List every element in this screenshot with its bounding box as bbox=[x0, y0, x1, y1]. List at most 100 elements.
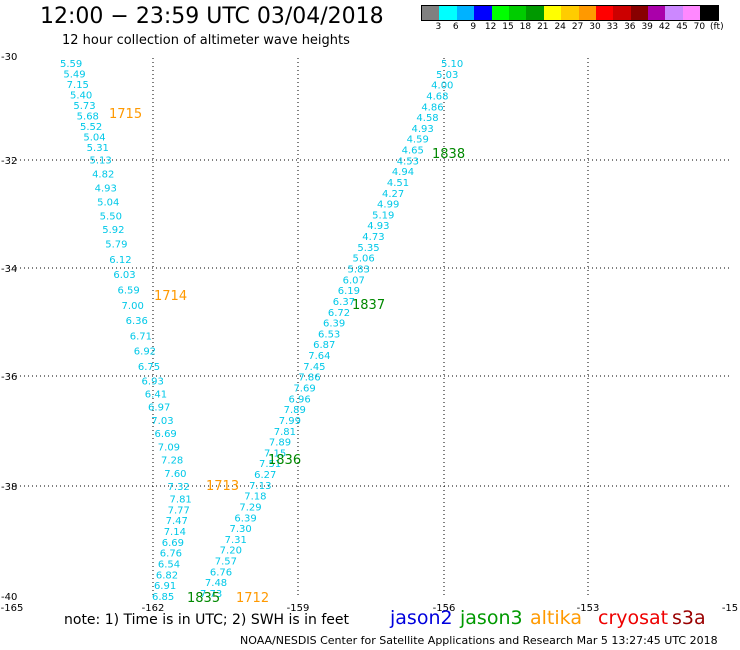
legend-swatch bbox=[613, 6, 631, 20]
legend-label: 15 bbox=[502, 22, 514, 32]
swh-value: 4.00 bbox=[431, 81, 453, 92]
swh-value: 6.36 bbox=[126, 316, 148, 327]
swh-value: 5.04 bbox=[97, 197, 119, 208]
pass-time-label: 1836 bbox=[268, 453, 301, 468]
legend-swatch bbox=[422, 6, 440, 20]
x-tick-label: -15 bbox=[722, 603, 738, 614]
y-tick-label: -32 bbox=[1, 156, 17, 167]
swh-value: 4.59 bbox=[407, 135, 429, 146]
swh-value: 4.93 bbox=[95, 183, 117, 194]
swh-value: 6.39 bbox=[323, 319, 345, 330]
legend-label: (ft) bbox=[710, 22, 724, 32]
map-title: 12:00 − 23:59 UTC 03/04/2018 bbox=[40, 4, 384, 29]
swh-value: 5.13 bbox=[90, 155, 112, 166]
swh-value: 5.52 bbox=[80, 122, 102, 133]
swh-value: 5.68 bbox=[77, 111, 99, 122]
swh-value: 6.82 bbox=[156, 570, 178, 581]
swh-value: 5.79 bbox=[105, 240, 127, 251]
legend-label: 30 bbox=[589, 22, 601, 32]
swh-value: 6.76 bbox=[160, 549, 182, 560]
swh-value: 7.29 bbox=[239, 502, 261, 513]
swh-value: 6.27 bbox=[254, 470, 276, 481]
swh-value: 6.69 bbox=[155, 429, 177, 440]
swh-value: 7.77 bbox=[168, 505, 190, 516]
swh-value: 5.83 bbox=[348, 265, 370, 276]
pass-time-labels: 1715 1714 1713 1712 1838 1837 1836 1835 bbox=[109, 107, 465, 606]
legend-label: 42 bbox=[658, 22, 671, 32]
swh-value: 6.19 bbox=[338, 286, 360, 297]
y-tick-label: -36 bbox=[1, 372, 17, 383]
y-tick-label: -38 bbox=[1, 482, 17, 493]
swh-value: 5.40 bbox=[70, 90, 92, 101]
swh-value: 7.57 bbox=[215, 557, 237, 568]
swh-value: 7.20 bbox=[220, 546, 242, 557]
legend-label: 21 bbox=[537, 22, 549, 32]
swh-value: 6.59 bbox=[117, 286, 139, 297]
satellite-name: s3a bbox=[672, 607, 706, 629]
map-subtitle: 12 hour collection of altimeter wave hei… bbox=[62, 33, 350, 48]
legend-label: 45 bbox=[676, 22, 688, 32]
legend-label: 12 bbox=[484, 22, 497, 32]
swh-value: 6.07 bbox=[343, 275, 365, 286]
pass-time-label: 1712 bbox=[236, 591, 269, 606]
legend-swatch bbox=[439, 6, 457, 20]
units-note: note: 1) Time is in UTC; 2) SWH is in fe… bbox=[64, 612, 350, 628]
altimeter-track-jason3: 5.105.034.004.684.864.584.934.594.654.53… bbox=[200, 59, 463, 600]
swh-value: 6.75 bbox=[138, 362, 160, 373]
map-grid bbox=[8, 58, 732, 598]
swh-value: 6.54 bbox=[158, 560, 180, 571]
satellite-name: jason2 bbox=[390, 607, 453, 629]
swh-value: 5.35 bbox=[357, 243, 379, 254]
legend-swatch bbox=[665, 6, 683, 20]
swh-value: 6.39 bbox=[234, 513, 256, 524]
swh-value: 7.64 bbox=[308, 351, 330, 362]
swh-value: 4.27 bbox=[382, 189, 404, 200]
legend-swatch bbox=[630, 6, 649, 20]
legend-swatch bbox=[456, 6, 475, 20]
swh-value: 7.89 bbox=[284, 405, 306, 416]
swh-value: 6.53 bbox=[318, 329, 340, 340]
pass-time-label: 1838 bbox=[432, 147, 465, 162]
swh-value: 7.30 bbox=[230, 524, 252, 535]
color-scale-legend bbox=[421, 5, 719, 21]
swh-value: 6.41 bbox=[145, 390, 167, 401]
swh-value: 7.51 bbox=[259, 459, 281, 470]
x-tick-label: -159 bbox=[287, 603, 310, 614]
swh-value: 6.71 bbox=[130, 331, 152, 342]
legend-label: 6 bbox=[452, 22, 459, 32]
swh-value: 6.96 bbox=[289, 394, 311, 405]
swh-value: 6.93 bbox=[142, 376, 164, 387]
pass-time-label: 1837 bbox=[352, 298, 385, 313]
swh-value: 4.53 bbox=[397, 156, 419, 167]
y-tick-label: -34 bbox=[1, 264, 17, 275]
swh-value: 6.76 bbox=[210, 567, 232, 578]
swh-value: 7.00 bbox=[122, 301, 144, 312]
x-tick-label: -165 bbox=[1, 603, 24, 614]
swh-value: 6.12 bbox=[109, 255, 131, 266]
swh-value: 7.89 bbox=[269, 438, 291, 449]
swh-value: 5.92 bbox=[102, 225, 124, 236]
y-tick-label: -40 bbox=[1, 592, 17, 603]
legend-swatch bbox=[682, 6, 701, 20]
map-axes: -165 -162 -159 -156 -153 -15 -30 -32 -34 -36 -38 -4… bbox=[1, 52, 739, 614]
satellite-name: cryosat bbox=[598, 607, 669, 629]
swh-value: 7.73 bbox=[200, 589, 222, 600]
swh-value: 6.87 bbox=[313, 340, 335, 351]
swh-value: 7.48 bbox=[205, 578, 227, 589]
swh-value: 4.51 bbox=[387, 178, 409, 189]
x-tick-label: -162 bbox=[142, 603, 165, 614]
pass-time-label: 1713 bbox=[206, 479, 239, 494]
swh-value: 6.72 bbox=[328, 308, 350, 319]
swh-value: 7.86 bbox=[298, 373, 320, 384]
swh-value: 6.91 bbox=[154, 581, 176, 592]
swh-value: 5.06 bbox=[352, 254, 374, 265]
legend-label: 9 bbox=[470, 22, 477, 32]
swh-value: 5.49 bbox=[63, 69, 85, 80]
swh-value: 4.73 bbox=[362, 232, 384, 243]
swh-value: 5.10 bbox=[441, 59, 463, 70]
swh-value: 6.37 bbox=[333, 297, 355, 308]
swh-value: 7.45 bbox=[303, 362, 325, 373]
swh-value: 6.92 bbox=[134, 347, 156, 358]
swh-value: 4.82 bbox=[92, 169, 114, 180]
altimeter-track-altika: 5.595.497.155.405.735.685.525.045.315.13… bbox=[60, 59, 192, 603]
